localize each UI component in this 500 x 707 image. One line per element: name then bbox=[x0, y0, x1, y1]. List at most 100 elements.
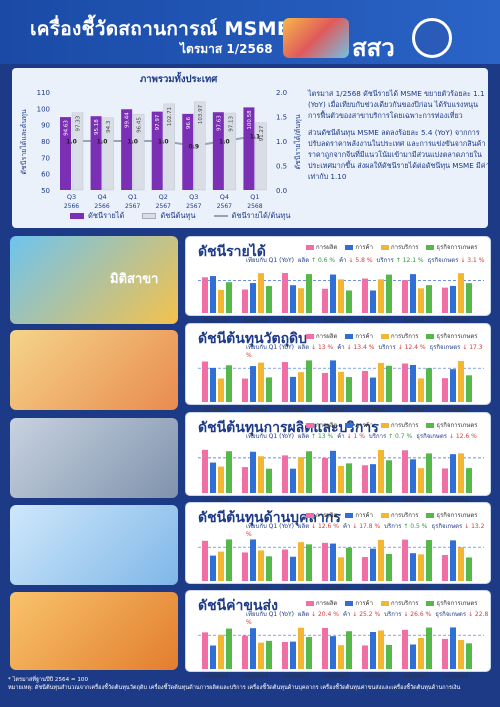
bar bbox=[418, 378, 424, 402]
quarter-label: Q4/2567 bbox=[404, 407, 428, 413]
bar bbox=[226, 628, 232, 669]
bar bbox=[458, 639, 464, 669]
legend-item: ธุรกิจการเกษตร bbox=[426, 598, 477, 608]
quarter-label: Q4/2566 bbox=[244, 407, 268, 413]
yoy-1: ค้า ↓ 1 % bbox=[337, 433, 365, 440]
bar bbox=[306, 544, 312, 581]
bar bbox=[322, 542, 328, 581]
bar bbox=[410, 644, 416, 669]
yoy-0: ผลิต ↓ 13 % bbox=[298, 344, 334, 351]
section-title: ดัชนีค่าขนส่ง bbox=[198, 598, 278, 614]
bar bbox=[442, 555, 448, 581]
bar bbox=[338, 557, 344, 581]
bar bbox=[322, 373, 328, 402]
bar bbox=[346, 377, 352, 402]
quarter-label: Q4/2567 bbox=[404, 498, 428, 504]
cost-bar bbox=[194, 101, 206, 191]
quarter-label: Q1 bbox=[250, 193, 259, 201]
bar bbox=[418, 288, 424, 313]
bar bbox=[426, 627, 432, 669]
section-title: ดัชนีต้นทุนวัตถุดิบ bbox=[198, 331, 308, 347]
bar bbox=[298, 288, 304, 313]
bar bbox=[282, 549, 288, 581]
bar bbox=[202, 540, 208, 581]
bar-value-label: 97.97 bbox=[155, 114, 161, 130]
ratio-label: 1.0 bbox=[97, 139, 108, 146]
quarter-label: Q1/2568 bbox=[444, 407, 468, 413]
legend-item: การบริการ bbox=[380, 420, 418, 430]
bar bbox=[210, 367, 216, 402]
quarter-label: Q3/2566 bbox=[204, 318, 228, 324]
bar bbox=[258, 362, 264, 402]
yoy-0: ผลิต ↓ 20.4 % bbox=[298, 611, 339, 618]
bar bbox=[442, 468, 448, 493]
legend-item: การผลิต bbox=[306, 598, 337, 608]
bar bbox=[466, 375, 472, 402]
bar bbox=[410, 553, 416, 581]
overview-text: ไตรมาส 1/2568 ดัชนีรายได้ MSME ขยายตัวร้… bbox=[308, 88, 490, 188]
bar bbox=[330, 360, 336, 402]
sector-illustration bbox=[10, 236, 178, 324]
bar bbox=[330, 450, 336, 493]
bar bbox=[418, 637, 424, 669]
bar-value-label: 97.13 bbox=[228, 116, 234, 132]
bar bbox=[402, 280, 408, 313]
bar bbox=[266, 556, 272, 581]
bar bbox=[298, 627, 304, 669]
ratio-label: 1.1 bbox=[250, 134, 261, 141]
bar bbox=[202, 449, 208, 493]
quarter-label: Q4/2567 bbox=[404, 318, 428, 324]
legend-item: การบริการ bbox=[380, 598, 418, 608]
legend-item: ธุรกิจการเกษตร bbox=[426, 331, 477, 341]
bar bbox=[226, 282, 232, 313]
bar bbox=[362, 370, 368, 402]
osmep-logo-text: สสว bbox=[352, 35, 395, 62]
production-illustration bbox=[10, 418, 178, 498]
bar bbox=[426, 540, 432, 581]
bar bbox=[218, 289, 224, 313]
year-label: 2567 bbox=[156, 203, 171, 210]
quarter-label: Q2 bbox=[159, 193, 168, 201]
bar bbox=[378, 630, 384, 669]
page-title: เครื่องชี้วัดสถานการณ์ MSME bbox=[30, 18, 291, 40]
bar-value-label: 99.44 bbox=[125, 112, 131, 128]
quarter-label: Q3/2567 bbox=[364, 318, 388, 324]
header-banner: เครื่องชี้วัดสถานการณ์ MSME ไตรมาส 1/256… bbox=[0, 0, 500, 64]
bar bbox=[402, 450, 408, 493]
bar bbox=[282, 641, 288, 669]
bar bbox=[202, 277, 208, 313]
bar bbox=[218, 634, 224, 669]
bar bbox=[386, 274, 392, 313]
section-raw-material: ดัชนีต้นทุนวัตถุดิบ การผลิต การค้า การบริกา… bbox=[185, 323, 491, 413]
bar bbox=[258, 550, 264, 581]
bar bbox=[218, 551, 224, 581]
bar bbox=[362, 557, 368, 581]
quarter-label: Q1/2568 bbox=[444, 318, 468, 324]
ratio-label: 1.0 bbox=[219, 139, 230, 146]
legend-item: ธุรกิจการเกษตร bbox=[426, 510, 477, 520]
bar bbox=[346, 463, 352, 493]
bar bbox=[210, 645, 216, 669]
section-chart: Q3/2566 Q4/2566 Q1/2567 Q2/2567 Q3/2567 Q4/25… bbox=[198, 539, 484, 592]
labor-illustration bbox=[10, 505, 178, 585]
revenue-bar bbox=[90, 116, 102, 190]
quarter-label: Q1/2568 bbox=[444, 674, 468, 680]
year-label: 2568 bbox=[247, 203, 262, 210]
quarter-label: Q4 bbox=[220, 193, 229, 201]
revenue-bar bbox=[243, 107, 255, 190]
bar bbox=[466, 468, 472, 493]
bar bbox=[442, 378, 448, 402]
cost-bar bbox=[224, 112, 237, 191]
section-yoy-note: เทียบกับ Q1 (YoY) ผลิต ↓ 12.6 % ค้า ↓ 17.8… bbox=[246, 523, 485, 538]
bar bbox=[290, 641, 296, 669]
quarter-label: Q3/2567 bbox=[364, 586, 388, 592]
legend-item: การบริการ bbox=[380, 242, 418, 252]
section-title: ดัชนีต้นทุนการผลิตและบริการ bbox=[198, 420, 379, 436]
revenue-bar bbox=[121, 109, 133, 190]
bar bbox=[226, 451, 232, 493]
bar bbox=[242, 289, 248, 313]
bar bbox=[290, 556, 296, 581]
section-legend: การผลิต การค้า การบริการ ธุรกิจการเกษตร bbox=[306, 331, 477, 341]
bar bbox=[322, 628, 328, 669]
bar-value-label: 100.58 bbox=[247, 110, 253, 130]
